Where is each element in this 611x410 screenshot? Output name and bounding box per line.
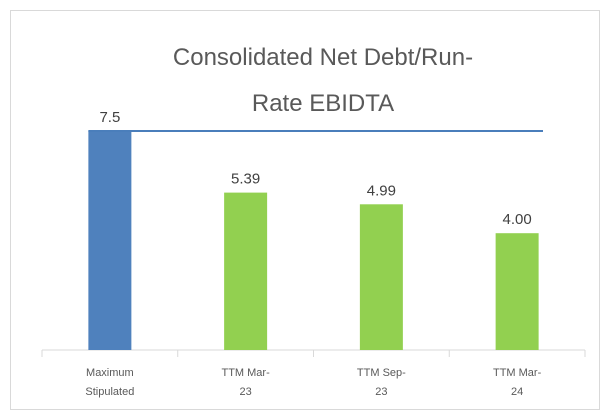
- bar: [224, 192, 268, 350]
- data-label: 4.99: [367, 182, 396, 199]
- x-tick-label: TTM Mar-24: [492, 367, 542, 398]
- x-tick-label: TTM Sep-23: [356, 367, 406, 398]
- data-label: 5.39: [231, 171, 260, 188]
- bar: [359, 204, 403, 350]
- data-label: 4.00: [503, 211, 532, 228]
- chart-title: Consolidated Net Debt/Run-Rate EBIDTA: [172, 44, 474, 117]
- x-tick-label: Maximum Stipulated: [85, 367, 135, 398]
- data-label: 7.5: [99, 109, 120, 126]
- bar: [88, 131, 132, 350]
- x-tick-label: TTM Mar-23: [221, 367, 270, 398]
- bar: [495, 233, 539, 350]
